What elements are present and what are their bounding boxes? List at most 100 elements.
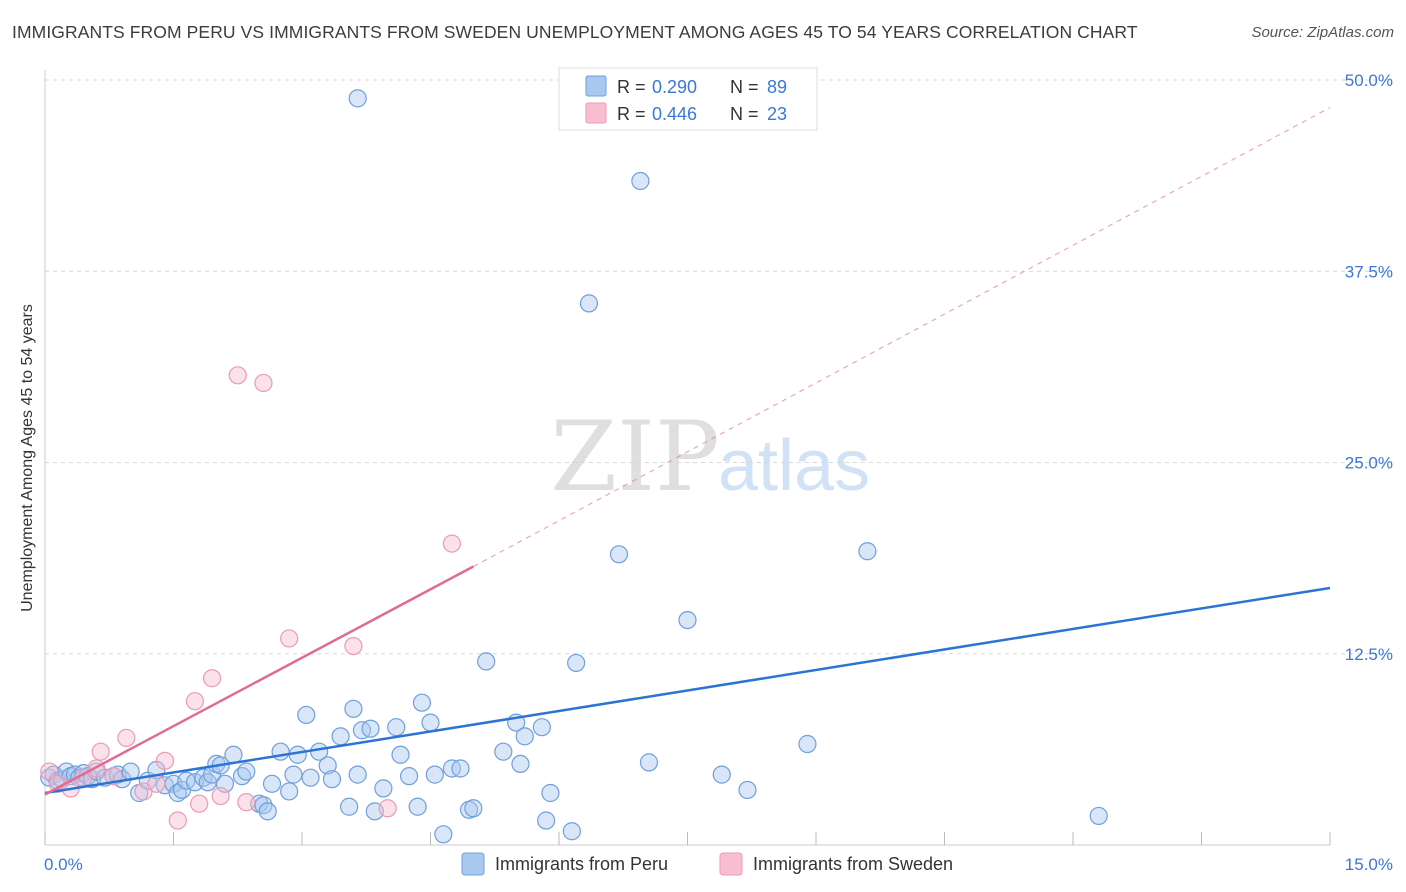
x-tick-label: 0.0% [44,855,83,874]
point-peru [678,610,697,630]
legend-r-label-peru: R = [617,77,646,97]
point-peru [451,759,470,778]
point-peru [541,783,560,803]
point-peru [280,782,299,801]
x-tick-labels: 0.0% 15.0% [44,855,1393,874]
point-peru [712,765,731,784]
point-peru [262,774,282,793]
point-peru [185,773,205,792]
point-sweden [202,669,222,688]
point-peru [391,745,410,764]
legend-r-value-sweden: 0.446 [652,104,697,124]
legend-r-label-sweden: R = [617,104,646,124]
point-peru [434,825,453,844]
point-peru [258,802,277,821]
point-peru [798,734,817,754]
point-sweden [147,774,166,793]
point-peru [301,768,320,787]
data-points [40,89,1108,844]
point-sweden [211,786,230,806]
point-peru [532,718,551,737]
y-tick-label: 37.5% [1345,262,1393,281]
point-sweden [168,811,187,830]
y-tick-label: 25.0% [1345,454,1393,473]
point-peru [511,754,530,774]
watermark-zip: ZIP [550,401,719,513]
point-peru [344,699,363,718]
point-peru [631,171,650,191]
point-peru [318,756,337,775]
series-legend-swatch-sweden [719,852,743,876]
point-peru [494,742,513,761]
point-peru [237,762,256,781]
grid-lines [45,79,1392,655]
point-peru [537,811,556,830]
axes [44,70,1331,846]
point-sweden [378,799,397,818]
point-peru [297,705,316,725]
point-peru [738,780,757,800]
y-tick-labels: 12.5% 25.0% 37.5% 50.0% [1345,71,1393,664]
y-tick-label: 50.0% [1345,71,1393,90]
point-peru [361,719,380,738]
point-sweden [254,373,273,393]
point-sweden [344,636,363,656]
point-peru [374,779,393,798]
point-peru [425,765,444,784]
point-sweden [91,742,110,761]
x-tick-label: 15.0% [1345,855,1393,874]
series-legend-swatch-peru [461,852,485,876]
point-sweden [442,534,462,553]
stats-legend: R = 0.290 N = 89 R = 0.446 N = 23 [558,67,818,131]
legend-n-value-sweden: 23 [767,104,787,124]
point-sweden [237,793,256,812]
point-peru [1089,806,1108,826]
legend-n-label-sweden: N = [730,104,759,124]
point-sweden [190,794,209,813]
point-peru [271,742,290,761]
series-legend: Immigrants from Peru Immigrants from Swe… [461,852,953,876]
point-peru [515,727,534,746]
point-sweden [117,728,136,748]
point-peru [399,767,419,786]
point-peru [464,799,483,818]
trend-line-sweden [44,565,474,796]
watermark: ZIP atlas [550,401,870,513]
series-legend-label-peru: Immigrants from Peru [495,854,668,874]
legend-n-label-peru: N = [730,77,759,97]
point-peru [477,652,496,671]
trend-line-peru [44,586,1331,795]
legend-swatch-peru [585,75,607,97]
point-peru [331,727,350,746]
trend-line-sweden-extension [473,107,1331,568]
point-peru [387,718,406,737]
point-peru [340,797,359,816]
point-peru [284,765,303,784]
legend-swatch-sweden [585,102,607,124]
point-peru [348,89,367,108]
y-tick-label: 12.5% [1345,645,1393,664]
source-label: Source: ZipAtlas.com [1251,24,1394,41]
chart-title: IMMIGRANTS FROM PERU VS IMMIGRANTS FROM … [12,22,1138,42]
point-peru [224,745,243,764]
point-peru [412,693,432,712]
point-peru [322,770,342,789]
point-peru [858,542,877,561]
point-peru [408,797,427,816]
point-peru [562,822,581,841]
watermark-atlas: atlas [718,426,870,506]
point-peru [421,713,440,732]
legend-r-value-peru: 0.290 [652,77,697,97]
series-legend-label-sweden: Immigrants from Sweden [753,854,953,874]
point-sweden [185,692,205,711]
point-peru [567,653,586,673]
point-peru [609,545,629,564]
point-sweden [155,751,175,770]
point-peru [579,294,599,313]
point-peru [348,765,367,784]
trend-lines [44,107,1331,796]
legend-n-value-peru: 89 [767,77,787,97]
point-sweden [228,366,247,385]
point-sweden [280,629,299,648]
